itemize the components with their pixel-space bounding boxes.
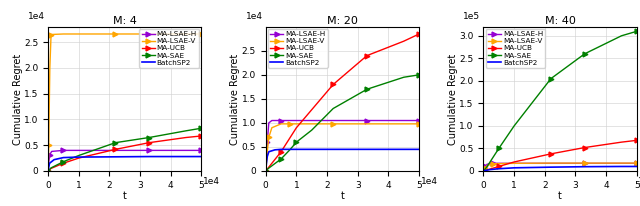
X-axis label: t: t [558, 191, 562, 201]
Legend: MA-LSAE-H, MA-LSAE-V, MA-UCB, MA-SAE, BatchSP2: MA-LSAE-H, MA-LSAE-V, MA-UCB, MA-SAE, Ba… [486, 29, 545, 68]
Text: 1e4: 1e4 [246, 12, 262, 21]
X-axis label: t: t [340, 191, 344, 201]
Title: M: 4: M: 4 [113, 16, 136, 26]
Y-axis label: Cumulative Regret: Cumulative Regret [448, 53, 458, 144]
Title: M: 40: M: 40 [545, 16, 575, 26]
Title: M: 20: M: 20 [327, 16, 358, 26]
Y-axis label: Cumulative Regret: Cumulative Regret [13, 53, 22, 144]
Legend: MA-LSAE-H, MA-LSAE-V, MA-UCB, MA-SAE, BatchSP2: MA-LSAE-H, MA-LSAE-V, MA-UCB, MA-SAE, Ba… [268, 29, 328, 68]
Text: 1e4: 1e4 [420, 177, 438, 186]
Text: 1e5: 1e5 [463, 12, 481, 21]
Legend: MA-LSAE-H, MA-LSAE-V, MA-UCB, MA-SAE, BatchSP2: MA-LSAE-H, MA-LSAE-V, MA-UCB, MA-SAE, Ba… [140, 29, 199, 68]
Text: 1e4: 1e4 [638, 177, 640, 186]
Y-axis label: Cumulative Regret: Cumulative Regret [230, 53, 240, 144]
Text: 1e4: 1e4 [28, 12, 45, 21]
X-axis label: t: t [123, 191, 127, 201]
Text: 1e4: 1e4 [203, 177, 220, 186]
